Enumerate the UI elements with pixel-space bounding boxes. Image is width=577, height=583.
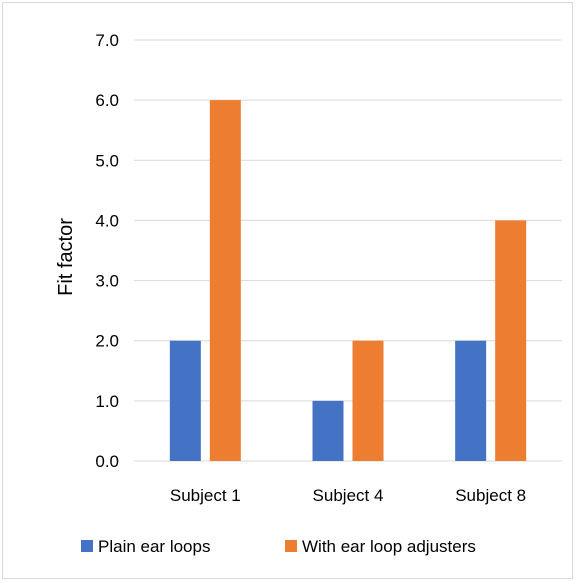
- y-tick-label: 5.0: [95, 151, 119, 170]
- y-axis-ticks: 0.0 1.0 2.0 3.0 4.0 5.0 6.0 7.0: [95, 31, 119, 471]
- bar-plain: [312, 400, 344, 461]
- y-tick-label: 2.0: [95, 332, 119, 351]
- legend-swatch: [81, 540, 93, 552]
- x-tick-label: Subject 1: [170, 486, 241, 505]
- y-tick-label: 0.0: [95, 452, 119, 471]
- y-tick-label: 7.0: [95, 31, 119, 50]
- gridlines: [134, 39, 562, 462]
- bar-chart: 0.01.02.03.04.05.06.07.0 Subject 1 Subjec…: [55, 31, 562, 556]
- bars: [169, 100, 527, 462]
- bar-adjusters: [352, 340, 384, 461]
- y-tick-label: 6.0: [95, 91, 119, 110]
- legend-label: With ear loop adjusters: [302, 537, 476, 556]
- x-tick-label: Subject 8: [455, 486, 526, 505]
- legend-label: Plain ear loops: [98, 537, 210, 556]
- y-tick-label: 1.0: [95, 392, 119, 411]
- x-axis-labels: Subject 1 Subject 4 Subject 8: [170, 486, 526, 505]
- bar-plain: [169, 340, 201, 461]
- legend-swatch: [285, 540, 297, 552]
- x-tick-label: Subject 4: [313, 486, 384, 505]
- y-tick-label: 4.0: [95, 211, 119, 230]
- legend: Plain ear loops With ear loop adjusters: [81, 537, 476, 556]
- y-axis-title: Fit factor: [55, 218, 77, 296]
- chart-frame: 0.0 1.0 2.0 3.0 4.0 5.0 6.0 7.0 Subject 1 Subjec…: [2, 2, 573, 579]
- bar-plain: [455, 340, 487, 461]
- bar-adjusters: [495, 220, 527, 461]
- bar-adjusters: [209, 100, 241, 462]
- y-tick-label: 3.0: [95, 272, 119, 291]
